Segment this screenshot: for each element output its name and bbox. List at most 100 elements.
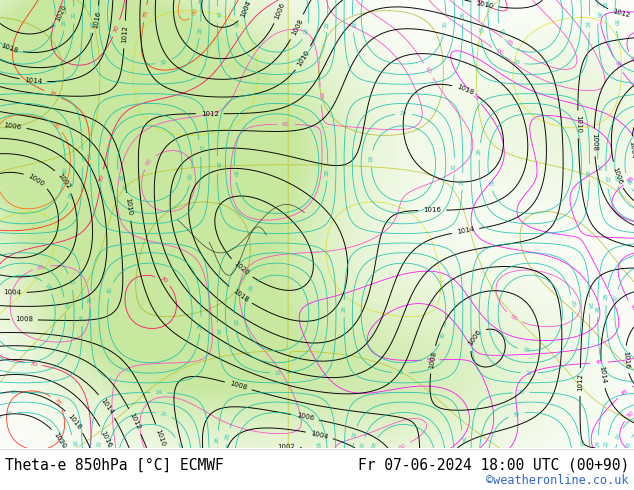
Text: 24: 24: [155, 390, 162, 395]
Text: 1016: 1016: [92, 10, 101, 29]
Text: 1012: 1012: [121, 25, 128, 44]
Text: 20: 20: [188, 173, 194, 181]
Text: 28: 28: [477, 147, 482, 155]
Text: 1006: 1006: [274, 1, 286, 20]
Text: 18: 18: [117, 174, 123, 182]
Text: 26: 26: [88, 296, 93, 303]
Text: 20: 20: [400, 111, 407, 116]
Text: 24: 24: [215, 11, 220, 19]
Text: 50: 50: [427, 357, 434, 363]
Text: 1002: 1002: [277, 444, 295, 450]
Text: 30: 30: [6, 411, 13, 417]
Text: 80: 80: [191, 7, 200, 17]
Text: 20: 20: [613, 174, 619, 182]
Text: 22: 22: [72, 11, 77, 19]
Text: 55: 55: [626, 175, 634, 184]
Text: 24: 24: [215, 327, 220, 335]
Text: 1006: 1006: [611, 166, 623, 185]
Text: 55: 55: [471, 93, 480, 102]
Text: 1016: 1016: [100, 429, 113, 448]
Text: 28: 28: [604, 1, 609, 8]
Text: 18: 18: [176, 441, 183, 449]
Text: 70: 70: [113, 24, 120, 33]
Text: 28: 28: [197, 26, 203, 34]
Text: 1014: 1014: [100, 397, 115, 415]
Text: 30: 30: [232, 170, 238, 177]
Text: 30: 30: [62, 167, 68, 174]
Text: 1008: 1008: [290, 18, 304, 36]
Text: 28: 28: [67, 191, 74, 199]
Text: 1016: 1016: [622, 350, 630, 369]
Text: 50: 50: [628, 55, 634, 65]
Text: 18: 18: [44, 283, 52, 291]
Text: 30: 30: [613, 294, 619, 302]
Text: 20: 20: [616, 432, 623, 440]
Text: 1016: 1016: [423, 207, 441, 214]
Text: 65: 65: [37, 264, 46, 270]
Text: 26: 26: [460, 11, 465, 19]
Text: 30: 30: [314, 441, 320, 449]
Text: 1008: 1008: [15, 317, 33, 323]
Text: 20: 20: [232, 318, 238, 326]
Text: 1014: 1014: [598, 366, 606, 384]
Text: 60: 60: [145, 157, 153, 167]
Text: 30: 30: [612, 19, 618, 26]
Text: 1012: 1012: [612, 8, 631, 19]
Text: 18: 18: [369, 155, 374, 163]
Text: 18: 18: [371, 441, 378, 449]
Text: 26: 26: [215, 161, 220, 169]
Text: 22: 22: [197, 145, 203, 152]
Text: 22: 22: [352, 431, 358, 439]
Text: 24: 24: [460, 436, 465, 442]
Text: 18: 18: [624, 441, 631, 449]
Text: 26: 26: [517, 390, 525, 395]
Text: 60: 60: [495, 48, 504, 57]
Text: 60: 60: [398, 442, 407, 450]
Text: 65: 65: [282, 122, 290, 127]
Text: 28: 28: [604, 293, 609, 300]
Text: 20: 20: [569, 300, 575, 307]
Text: 20: 20: [359, 441, 366, 449]
Text: 75: 75: [142, 9, 148, 18]
Text: 18: 18: [624, 177, 631, 185]
Text: 1010: 1010: [124, 197, 133, 216]
Text: 75: 75: [53, 398, 61, 407]
Text: 24: 24: [587, 302, 592, 309]
Text: 1018: 1018: [231, 288, 249, 303]
Text: 1014: 1014: [456, 226, 475, 235]
Text: 24: 24: [80, 1, 85, 8]
Text: 70: 70: [29, 361, 37, 367]
Text: 1004: 1004: [310, 430, 329, 440]
Text: 28: 28: [397, 370, 404, 376]
Text: 30: 30: [487, 179, 493, 187]
Text: 26: 26: [595, 11, 600, 19]
Text: 1020: 1020: [233, 260, 250, 277]
Text: 1010: 1010: [296, 49, 311, 68]
Text: 24: 24: [80, 314, 85, 321]
Text: 22: 22: [604, 440, 610, 447]
Text: 20: 20: [62, 302, 68, 309]
Text: 45: 45: [628, 303, 634, 313]
Text: 18: 18: [498, 27, 505, 36]
Text: 18: 18: [51, 20, 57, 28]
Text: 30: 30: [443, 20, 448, 28]
Text: 1008: 1008: [428, 350, 437, 369]
Text: 20: 20: [512, 59, 521, 66]
Text: 1004: 1004: [4, 289, 22, 295]
Text: 1020: 1020: [55, 4, 68, 23]
Text: 24: 24: [88, 152, 93, 159]
Text: 18: 18: [247, 284, 255, 293]
Text: 75: 75: [48, 90, 57, 98]
Text: 1014: 1014: [24, 77, 42, 85]
Text: 1000: 1000: [27, 172, 46, 187]
Text: 24: 24: [460, 178, 465, 185]
Text: 22: 22: [526, 370, 533, 376]
Text: 65: 65: [318, 92, 323, 100]
Text: 1018: 1018: [67, 413, 82, 431]
Text: 20: 20: [160, 411, 167, 417]
Text: 1006: 1006: [467, 329, 482, 347]
Text: 24: 24: [595, 164, 600, 171]
Text: 28: 28: [578, 440, 583, 447]
Text: 22: 22: [97, 440, 103, 447]
Text: 50: 50: [626, 410, 634, 419]
